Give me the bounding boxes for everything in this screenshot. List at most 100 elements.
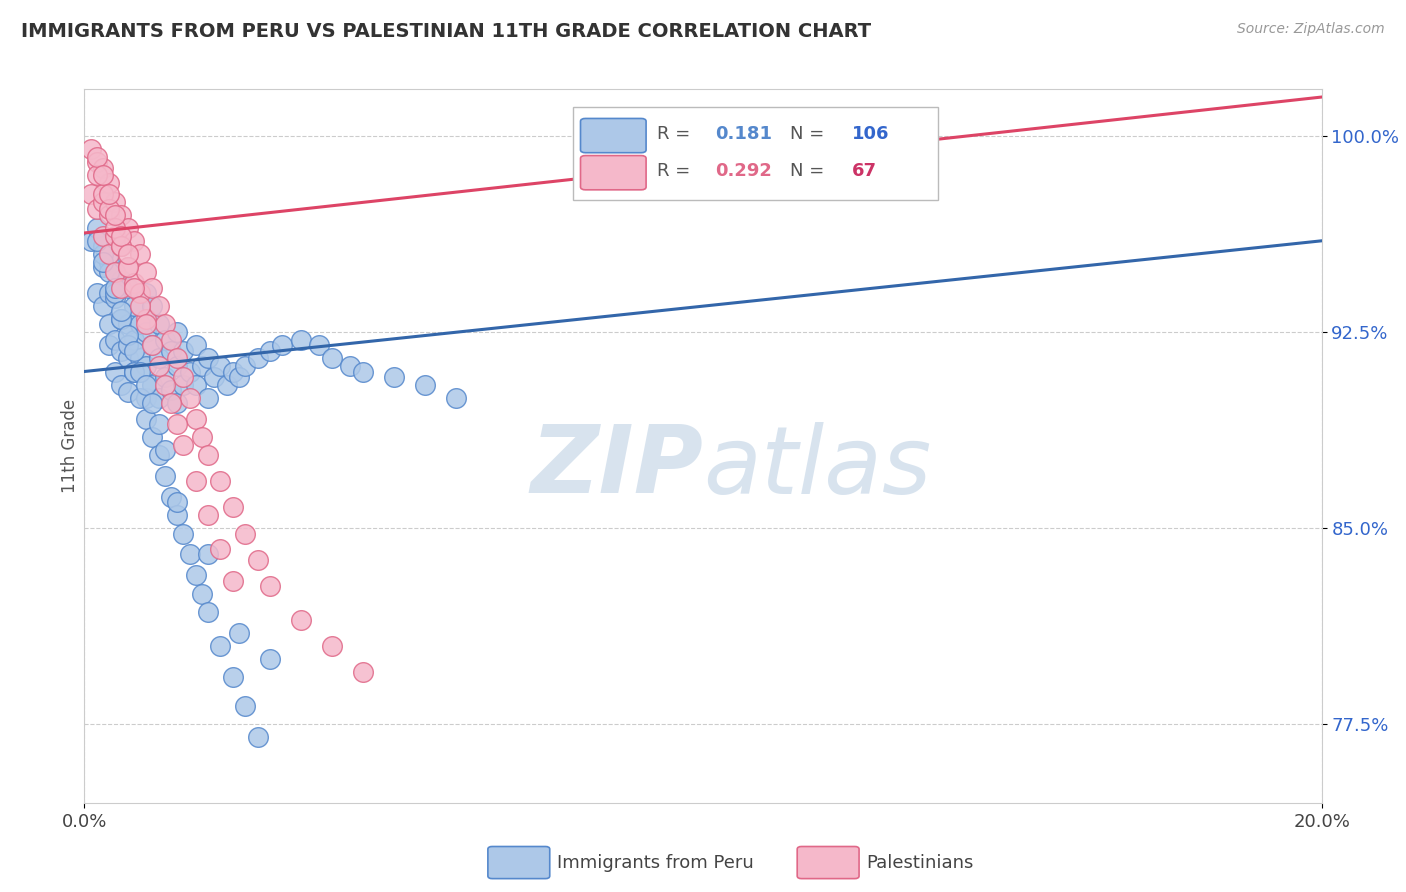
Point: [166, 495, 188, 509]
Point: [135, 359, 157, 374]
Point: [141, 377, 163, 392]
Point: [135, 312, 157, 326]
Point: [148, 417, 170, 431]
Point: [246, 552, 269, 566]
Point: [129, 351, 152, 366]
Text: atlas: atlas: [703, 422, 931, 513]
Point: [104, 333, 127, 347]
Point: [117, 327, 139, 342]
Point: [117, 385, 139, 400]
Point: [197, 548, 219, 562]
Point: [135, 318, 157, 332]
Point: [91, 254, 114, 268]
Point: [148, 448, 170, 462]
Point: [110, 228, 132, 243]
Point: [98, 265, 121, 279]
Point: [153, 333, 176, 347]
Point: [117, 351, 139, 366]
Point: [153, 442, 176, 457]
Text: R =: R =: [657, 162, 690, 180]
Point: [172, 369, 194, 384]
Point: [117, 260, 139, 274]
Point: [104, 286, 127, 301]
Point: [197, 391, 219, 405]
Point: [122, 333, 145, 347]
Point: [110, 377, 132, 392]
Point: [86, 169, 108, 183]
Point: [209, 475, 232, 489]
Point: [135, 377, 157, 392]
Point: [129, 318, 152, 332]
Point: [122, 234, 145, 248]
Point: [117, 220, 139, 235]
Text: Palestinians: Palestinians: [866, 854, 973, 871]
Point: [129, 247, 152, 261]
Point: [148, 351, 170, 366]
Point: [160, 343, 183, 358]
Point: [110, 343, 132, 358]
Point: [141, 430, 163, 444]
Point: [172, 438, 194, 452]
Point: [222, 670, 245, 684]
Point: [98, 247, 121, 261]
Point: [122, 299, 145, 313]
Point: [110, 239, 132, 253]
Point: [290, 333, 312, 347]
Point: [228, 369, 250, 384]
FancyBboxPatch shape: [574, 107, 938, 200]
Point: [228, 626, 250, 640]
Point: [382, 369, 405, 384]
Point: [153, 469, 176, 483]
Point: [339, 359, 361, 374]
Point: [141, 281, 163, 295]
Point: [104, 228, 127, 243]
Point: [98, 338, 121, 352]
Point: [98, 286, 121, 301]
Point: [86, 220, 108, 235]
Point: [98, 202, 121, 217]
Point: [110, 312, 132, 326]
Point: [141, 299, 163, 313]
Point: [98, 318, 121, 332]
Point: [153, 369, 176, 384]
Point: [129, 364, 152, 378]
Point: [184, 377, 207, 392]
Point: [160, 396, 183, 410]
Point: [79, 234, 101, 248]
Point: [135, 411, 157, 425]
Text: N =: N =: [790, 125, 824, 143]
Point: [153, 377, 176, 392]
Point: [246, 351, 269, 366]
Point: [110, 208, 132, 222]
Point: [222, 574, 245, 588]
Point: [166, 326, 188, 340]
Point: [197, 351, 219, 366]
Point: [197, 605, 219, 619]
Point: [222, 500, 245, 515]
FancyBboxPatch shape: [581, 119, 647, 153]
Point: [86, 150, 108, 164]
Point: [91, 169, 114, 183]
Point: [321, 639, 343, 653]
Point: [321, 351, 343, 366]
Point: [91, 247, 114, 261]
Point: [148, 299, 170, 313]
Point: [110, 281, 132, 295]
Point: [104, 194, 127, 209]
Point: [166, 359, 188, 374]
Text: 0.181: 0.181: [716, 125, 772, 143]
Point: [98, 208, 121, 222]
Point: [141, 338, 163, 352]
Point: [104, 281, 127, 295]
Point: [191, 430, 214, 444]
Point: [91, 186, 114, 201]
Point: [104, 265, 127, 279]
Point: [233, 699, 256, 714]
Point: [98, 254, 121, 268]
Point: [413, 377, 436, 392]
Point: [110, 239, 132, 253]
Point: [184, 338, 207, 352]
Point: [135, 391, 157, 405]
Point: [308, 338, 330, 352]
Point: [148, 359, 170, 374]
